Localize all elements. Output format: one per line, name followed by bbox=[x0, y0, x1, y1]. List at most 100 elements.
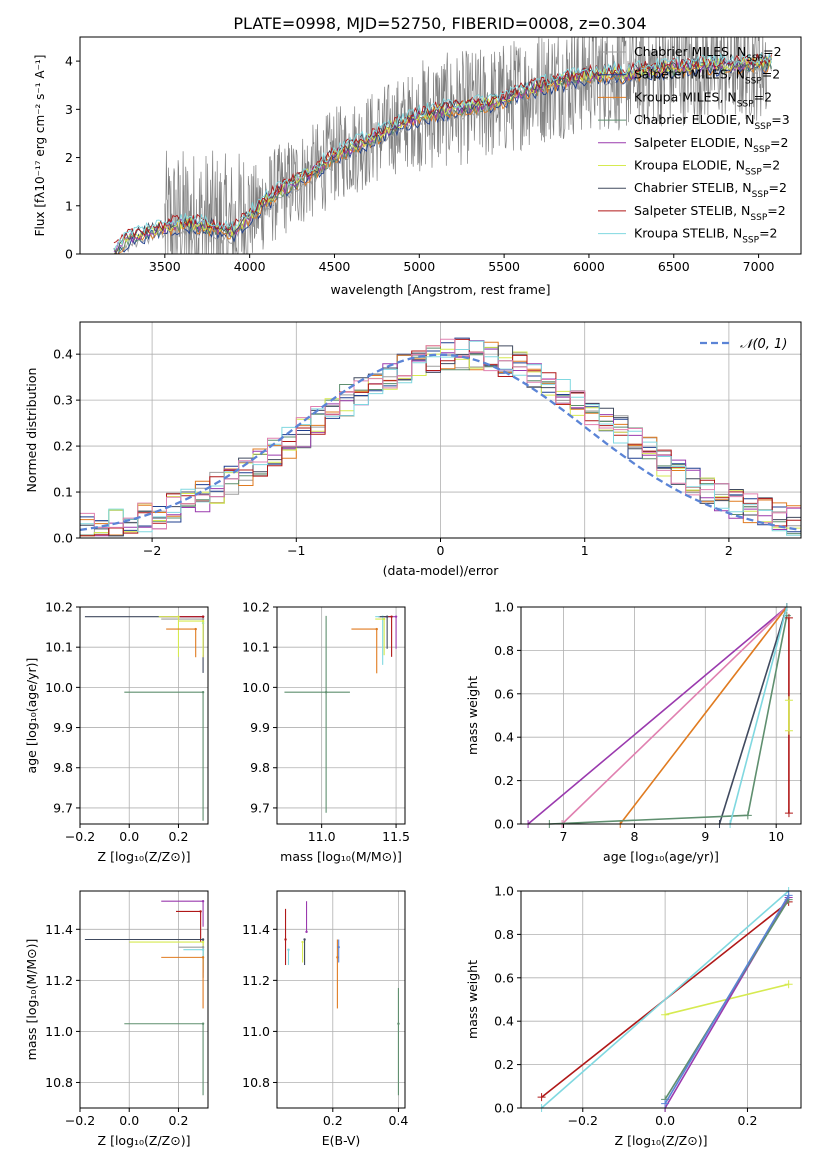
age_vs_mass-panel: 11.0 11.5 9.7 9.8 9.9 10.0 10.1 10.2 mass [log₁₀… bbox=[242, 600, 410, 865]
y-tick-label: 0.6 bbox=[494, 686, 514, 701]
y-tick-label: 1.0 bbox=[494, 884, 514, 899]
y-tick-label: 0.0 bbox=[53, 531, 73, 546]
model-spectrum-line bbox=[113, 51, 772, 251]
y-tick-label: 0.2 bbox=[53, 439, 73, 454]
weight-line bbox=[527, 606, 788, 825]
y-tick-label: 10.2 bbox=[45, 600, 73, 615]
legend-suffix: =2 bbox=[759, 226, 777, 241]
data-point bbox=[201, 938, 205, 941]
legend-subscript: SSP bbox=[742, 236, 759, 246]
figure-title: PLATE=0998, MJD=52750, FIBERID=0008, z=0… bbox=[233, 14, 646, 33]
age_vs_mass-frame bbox=[276, 606, 406, 825]
age_vs_Z-frame bbox=[79, 606, 209, 825]
y-tick-label: 11.2 bbox=[45, 973, 73, 988]
weight-line bbox=[561, 606, 788, 825]
y-tick-label: 10.1 bbox=[45, 640, 73, 655]
data-point bbox=[301, 940, 304, 944]
y-tick-label: 1.0 bbox=[494, 600, 514, 615]
x-tick-label: 8 bbox=[630, 829, 638, 844]
data-point bbox=[324, 690, 328, 694]
data-point bbox=[194, 627, 197, 631]
data-point bbox=[177, 615, 180, 618]
x-axis-label: age [log₁₀(age/yr)] bbox=[603, 849, 719, 864]
y-tick-label: 3 bbox=[65, 102, 73, 117]
weight_vs_age-frame bbox=[520, 606, 802, 825]
x-tick-label: 6500 bbox=[658, 259, 690, 274]
weight-line bbox=[541, 890, 790, 1109]
spectrum-frame bbox=[79, 36, 802, 255]
legend-label: Chabrier ELODIE, NSSP=3 bbox=[634, 112, 790, 132]
data-point bbox=[375, 627, 378, 631]
spectrum-panel: 3500 4000 4500 5000 5500 6000 6500 7000 0 1 2 3 4 wav… bbox=[33, 36, 802, 297]
legend-label: Salpeter STELIB, NSSP=2 bbox=[634, 203, 786, 223]
residuals-frame bbox=[79, 321, 802, 539]
data-point bbox=[397, 1022, 400, 1025]
residuals-panel: −2 −1 0 1 2 0.0 0.1 0.2 0.3 0.4 (data-model)/error… bbox=[24, 321, 802, 578]
plus-marker bbox=[661, 1099, 670, 1108]
panels: 3500 4000 4500 5000 5500 6000 6500 7000 0 1 2 3 4 wav… bbox=[24, 36, 802, 1148]
x-tick-label: 0.2 bbox=[169, 1113, 189, 1128]
plus-marker bbox=[784, 726, 793, 735]
legend-subscript: SSP bbox=[754, 122, 771, 132]
legend-label: Kroupa STELIB, NSSP=2 bbox=[634, 226, 778, 246]
data-point bbox=[201, 956, 205, 959]
x-tick-label: 0.2 bbox=[169, 829, 189, 844]
plus-marker bbox=[537, 1093, 546, 1102]
x-tick-label: 11.0 bbox=[308, 829, 336, 844]
x-tick-label: 10 bbox=[768, 829, 784, 844]
y-tick-label: 9.8 bbox=[53, 760, 73, 775]
weight-line bbox=[664, 894, 790, 1105]
x-tick-label: 0.4 bbox=[388, 1113, 408, 1128]
plus-marker bbox=[661, 1010, 670, 1019]
legend-label: 𝒩(0, 1) bbox=[740, 337, 787, 352]
data-point bbox=[305, 930, 308, 934]
x-tick-label: 4500 bbox=[319, 259, 351, 274]
histogram-series bbox=[80, 346, 801, 537]
y-tick-label: 9.8 bbox=[250, 760, 270, 775]
data-point bbox=[337, 945, 340, 949]
y-tick-label: 0.4 bbox=[494, 1014, 514, 1029]
y-tick-label: 9.9 bbox=[53, 720, 73, 735]
weight-line bbox=[718, 606, 788, 825]
histogram-series bbox=[80, 347, 801, 536]
y-tick-label: 4 bbox=[65, 54, 73, 69]
x-tick-label: 7000 bbox=[743, 259, 775, 274]
weight_vs_Z-panel: −0.2 0.0 0.2 0.0 0.2 0.4 0.6 0.8 1.0 Z [log₁₀(Z/Z… bbox=[465, 884, 802, 1148]
x-tick-label: 7 bbox=[560, 829, 568, 844]
mass_vs_ebv-panel: 0.2 0.4 10.8 11.0 11.2 11.4 E(B-V) bbox=[242, 890, 408, 1148]
y-axis-label: mass weight bbox=[465, 960, 480, 1039]
x-tick-label: 0.2 bbox=[323, 1113, 343, 1128]
data-point bbox=[201, 940, 205, 944]
data-point bbox=[390, 615, 393, 618]
y-tick-label: 11.0 bbox=[242, 1024, 270, 1039]
legend-suffix: =2 bbox=[769, 180, 787, 195]
legend-label: Kroupa MILES, NSSP=2 bbox=[634, 89, 772, 109]
y-tick-label: 0.8 bbox=[494, 643, 514, 658]
y-tick-label: 0.2 bbox=[494, 773, 514, 788]
residuals-plot-area bbox=[80, 337, 801, 537]
x-tick-label: 3500 bbox=[149, 259, 181, 274]
y-tick-label: 0.1 bbox=[53, 485, 73, 500]
data-point bbox=[201, 948, 205, 951]
legend-subscript: SSP bbox=[746, 54, 763, 64]
y-tick-label: 0.3 bbox=[53, 393, 73, 408]
data-point bbox=[201, 615, 205, 618]
y-tick-label: 11.0 bbox=[45, 1024, 73, 1039]
data-point bbox=[287, 948, 290, 951]
mass_vs_Z-frame bbox=[79, 890, 209, 1109]
data-point bbox=[201, 690, 205, 694]
plus-marker bbox=[784, 980, 793, 989]
y-tick-label: 10.8 bbox=[45, 1075, 73, 1090]
legend-suffix: =2 bbox=[767, 203, 785, 218]
x-tick-label: −0.2 bbox=[65, 1113, 95, 1128]
y-tick-label: 11.4 bbox=[242, 922, 270, 937]
legend-label: Salpeter MILES, NSSP=2 bbox=[634, 67, 780, 87]
x-tick-label: −2 bbox=[143, 543, 161, 558]
x-tick-label: 1 bbox=[581, 543, 589, 558]
y-axis-label: mass [log₁₀(M/M⊙)] bbox=[24, 939, 39, 1061]
x-axis-label: Z [log₁₀(Z/Z⊙)] bbox=[98, 1133, 191, 1148]
x-axis-label: wavelength [Angstrom, rest frame] bbox=[330, 282, 550, 297]
legend-label: Salpeter ELODIE, NSSP=2 bbox=[634, 135, 788, 155]
y-axis-label: Normed distribution bbox=[24, 368, 39, 493]
